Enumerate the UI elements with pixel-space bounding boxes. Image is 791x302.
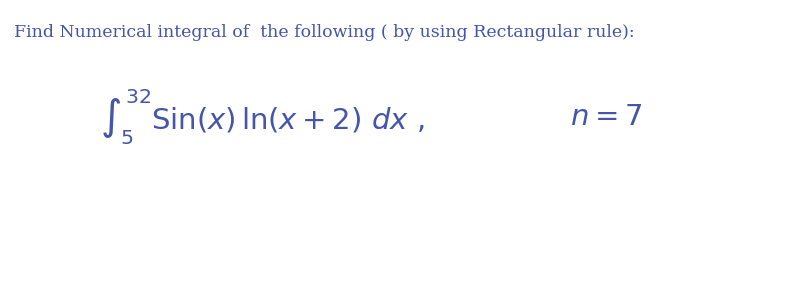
Text: $\int_5^{32} \mathrm{Sin}(x)\,\ln(x+2)\ dx\ ,$: $\int_5^{32} \mathrm{Sin}(x)\,\ln(x+2)\ … [100, 87, 425, 147]
Text: Find Numerical integral of  the following ( by using Rectangular rule):: Find Numerical integral of the following… [14, 24, 634, 41]
Text: $n = 7$: $n = 7$ [570, 103, 642, 131]
